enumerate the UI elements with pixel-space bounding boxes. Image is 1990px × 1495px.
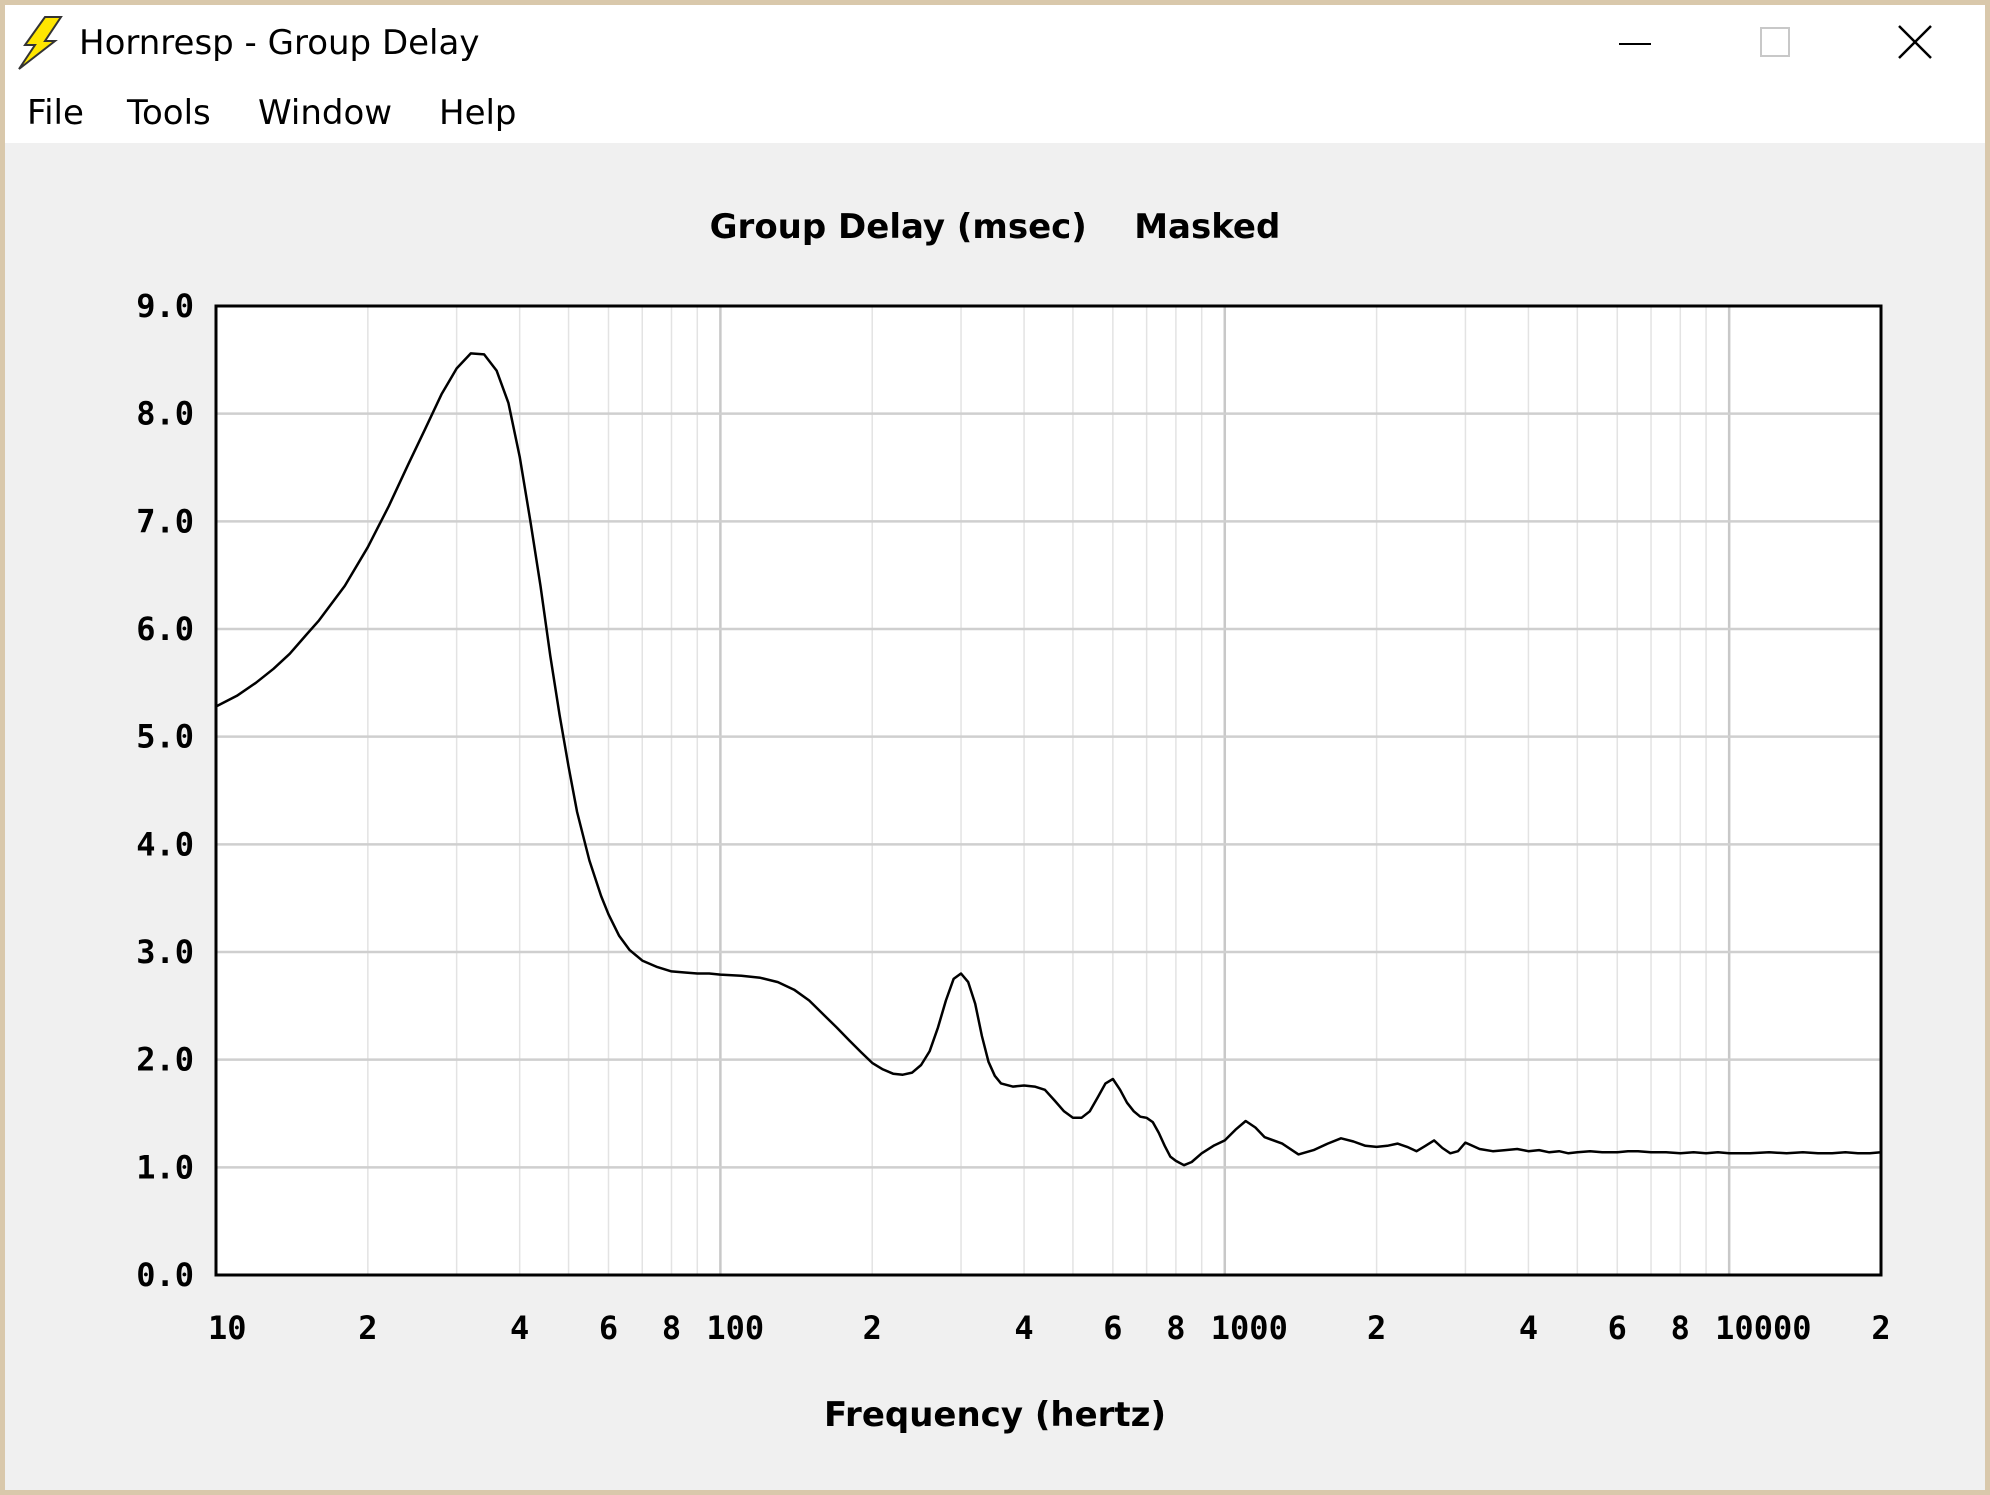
maximize-button[interactable]	[1705, 5, 1845, 79]
minimize-icon	[1619, 43, 1651, 45]
close-icon	[1898, 25, 1932, 59]
x-tick-label: 6	[1608, 1309, 1627, 1347]
menu-window[interactable]: Window	[258, 93, 393, 133]
y-tick-label: 5.0	[136, 718, 194, 756]
chart-title: Group Delay (msec)	[709, 207, 1087, 247]
y-tick-label: 4.0	[136, 825, 194, 863]
lightning-icon	[18, 16, 63, 70]
y-tick-label: 7.0	[136, 502, 194, 540]
x-tick-label: 2	[1871, 1309, 1890, 1347]
x-tick-label: 1000	[1211, 1309, 1288, 1347]
x-tick-label: 4	[1519, 1309, 1538, 1347]
menu-file[interactable]: File	[27, 93, 84, 133]
x-tick-label: 10000	[1715, 1309, 1811, 1347]
x-tick-label: 100	[706, 1309, 764, 1347]
app-window: Hornresp - Group Delay File Tools Window…	[5, 5, 1985, 1490]
chart-title-row: Group Delay (msec) Masked	[5, 207, 1985, 247]
x-tick-label: 8	[1166, 1309, 1185, 1347]
x-tick-label: 6	[1103, 1309, 1122, 1347]
maximize-icon	[1760, 27, 1790, 57]
y-tick-label: 3.0	[136, 933, 194, 971]
window-title: Hornresp - Group Delay	[79, 23, 480, 63]
y-tick-label: 2.0	[136, 1041, 194, 1079]
chart-subtitle: Masked	[1134, 207, 1281, 247]
y-tick-label: 6.0	[136, 610, 194, 648]
close-button[interactable]	[1845, 5, 1985, 79]
plot-frame	[214, 304, 1883, 1277]
x-tick-label: 4	[510, 1309, 529, 1347]
x-tick-label: 4	[1014, 1309, 1033, 1347]
menu-tools[interactable]: Tools	[127, 93, 211, 133]
x-tick-label: 8	[662, 1309, 681, 1347]
x-tick-label: 8	[1671, 1309, 1690, 1347]
x-tick-label: 2	[863, 1309, 882, 1347]
title-bar[interactable]: Hornresp - Group Delay	[5, 5, 1985, 79]
group-delay-chart: 0.0 1.0 2.0 3.0 4.0 5.0 6.0 7.0 8.0 9.0 10 2 4 6 8 100 2…	[136, 287, 1890, 1347]
minimize-button[interactable]	[1565, 5, 1705, 79]
y-tick-label: 0.0	[136, 1256, 194, 1294]
y-tick-label: 9.0	[136, 287, 194, 325]
y-tick-label: 1.0	[136, 1148, 194, 1186]
x-axis-label: Frequency (hertz)	[824, 1395, 1166, 1435]
series-line	[215, 352, 1882, 1167]
y-tick-label: 8.0	[136, 395, 194, 433]
menu-help[interactable]: Help	[439, 93, 517, 133]
x-tick-label: 2	[1367, 1309, 1386, 1347]
x-tick-label: 10	[208, 1309, 247, 1347]
x-tick-label: 2	[358, 1309, 377, 1347]
menu-bar: File Tools Window Help	[5, 79, 1985, 143]
x-tick-label: 6	[599, 1309, 618, 1347]
plot-area	[216, 306, 1881, 1275]
